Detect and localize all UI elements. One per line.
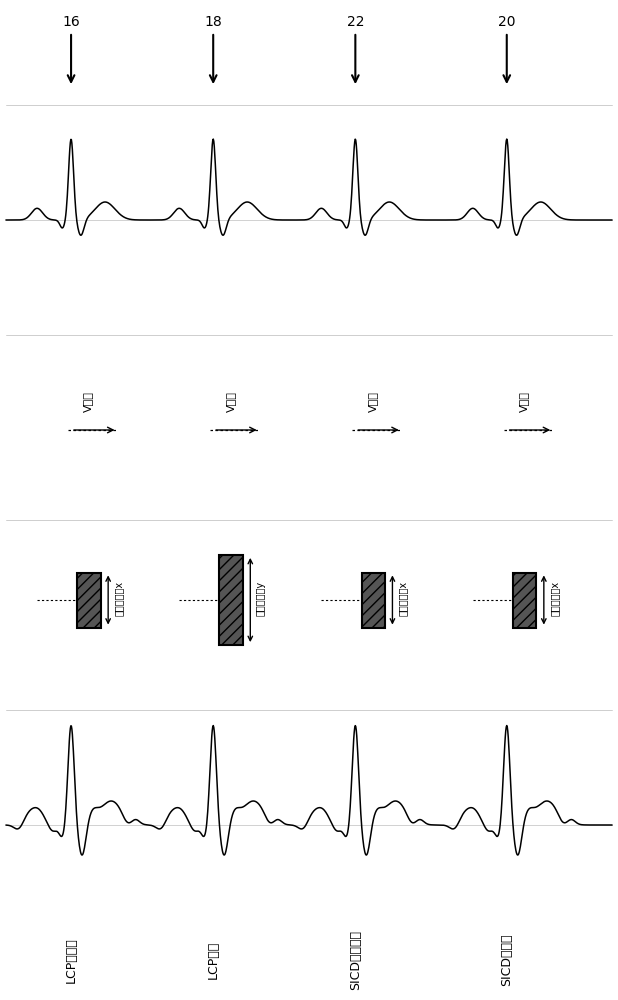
Text: 持续时间＝x: 持续时间＝x	[549, 580, 559, 616]
Text: LCP标记: LCP标记	[206, 941, 220, 979]
Text: V起搏: V起搏	[226, 391, 235, 412]
Text: V感测: V感测	[519, 391, 529, 412]
Text: 持续时间＝x: 持续时间＝x	[398, 580, 408, 616]
Text: LCP心电图: LCP心电图	[64, 937, 78, 983]
Text: 持续时间＝x: 持续时间＝x	[114, 580, 124, 616]
Text: SICD心电图: SICD心电图	[500, 934, 514, 986]
Text: 16: 16	[62, 15, 80, 29]
Text: 20: 20	[498, 15, 515, 29]
Text: V感测: V感测	[83, 391, 93, 412]
Text: SICD消隐周期: SICD消隐周期	[349, 930, 362, 990]
Text: V感测: V感测	[368, 391, 378, 412]
Text: 持续时间＝y: 持续时间＝y	[256, 580, 266, 616]
Text: 22: 22	[347, 15, 364, 29]
Bar	[219, 555, 243, 645]
Bar	[513, 572, 536, 628]
Text: 18: 18	[205, 15, 222, 29]
Bar	[362, 572, 385, 628]
Bar	[77, 572, 101, 628]
